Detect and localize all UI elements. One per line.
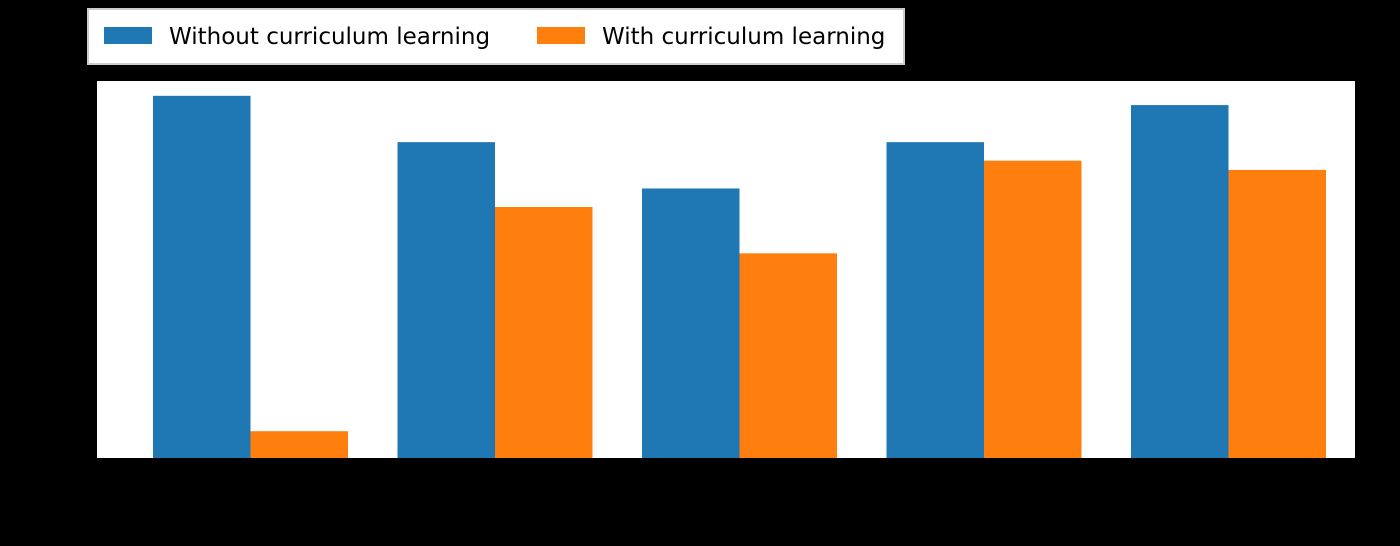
legend-frame bbox=[87, 8, 905, 65]
bar-series2-cat4 bbox=[984, 160, 1082, 460]
bars-group bbox=[153, 95, 1326, 460]
bar-series1-cat3 bbox=[642, 188, 740, 459]
bar-series1-cat5 bbox=[1131, 105, 1229, 460]
ticks-group bbox=[89, 87, 1230, 466]
bar-series1-cat1 bbox=[153, 95, 251, 459]
legend-swatch-without bbox=[104, 27, 152, 44]
bar-series2-cat2 bbox=[495, 207, 593, 459]
bar-series2-cat1 bbox=[250, 431, 348, 459]
bar-series2-cat5 bbox=[1228, 169, 1326, 460]
legend-label-without: Without curriculum learning bbox=[169, 24, 490, 50]
legend-swatch-with bbox=[537, 27, 585, 44]
bar-series1-cat4 bbox=[886, 142, 984, 459]
legend: Without curriculum learning With curricu… bbox=[87, 8, 905, 65]
legend-label-with: With curriculum learning bbox=[602, 24, 885, 50]
bar-series2-cat3 bbox=[739, 253, 837, 459]
bar-series1-cat2 bbox=[397, 142, 495, 459]
